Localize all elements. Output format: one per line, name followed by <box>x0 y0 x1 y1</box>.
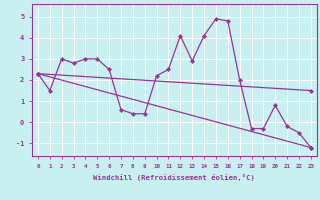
X-axis label: Windchill (Refroidissement éolien,°C): Windchill (Refroidissement éolien,°C) <box>93 174 255 181</box>
